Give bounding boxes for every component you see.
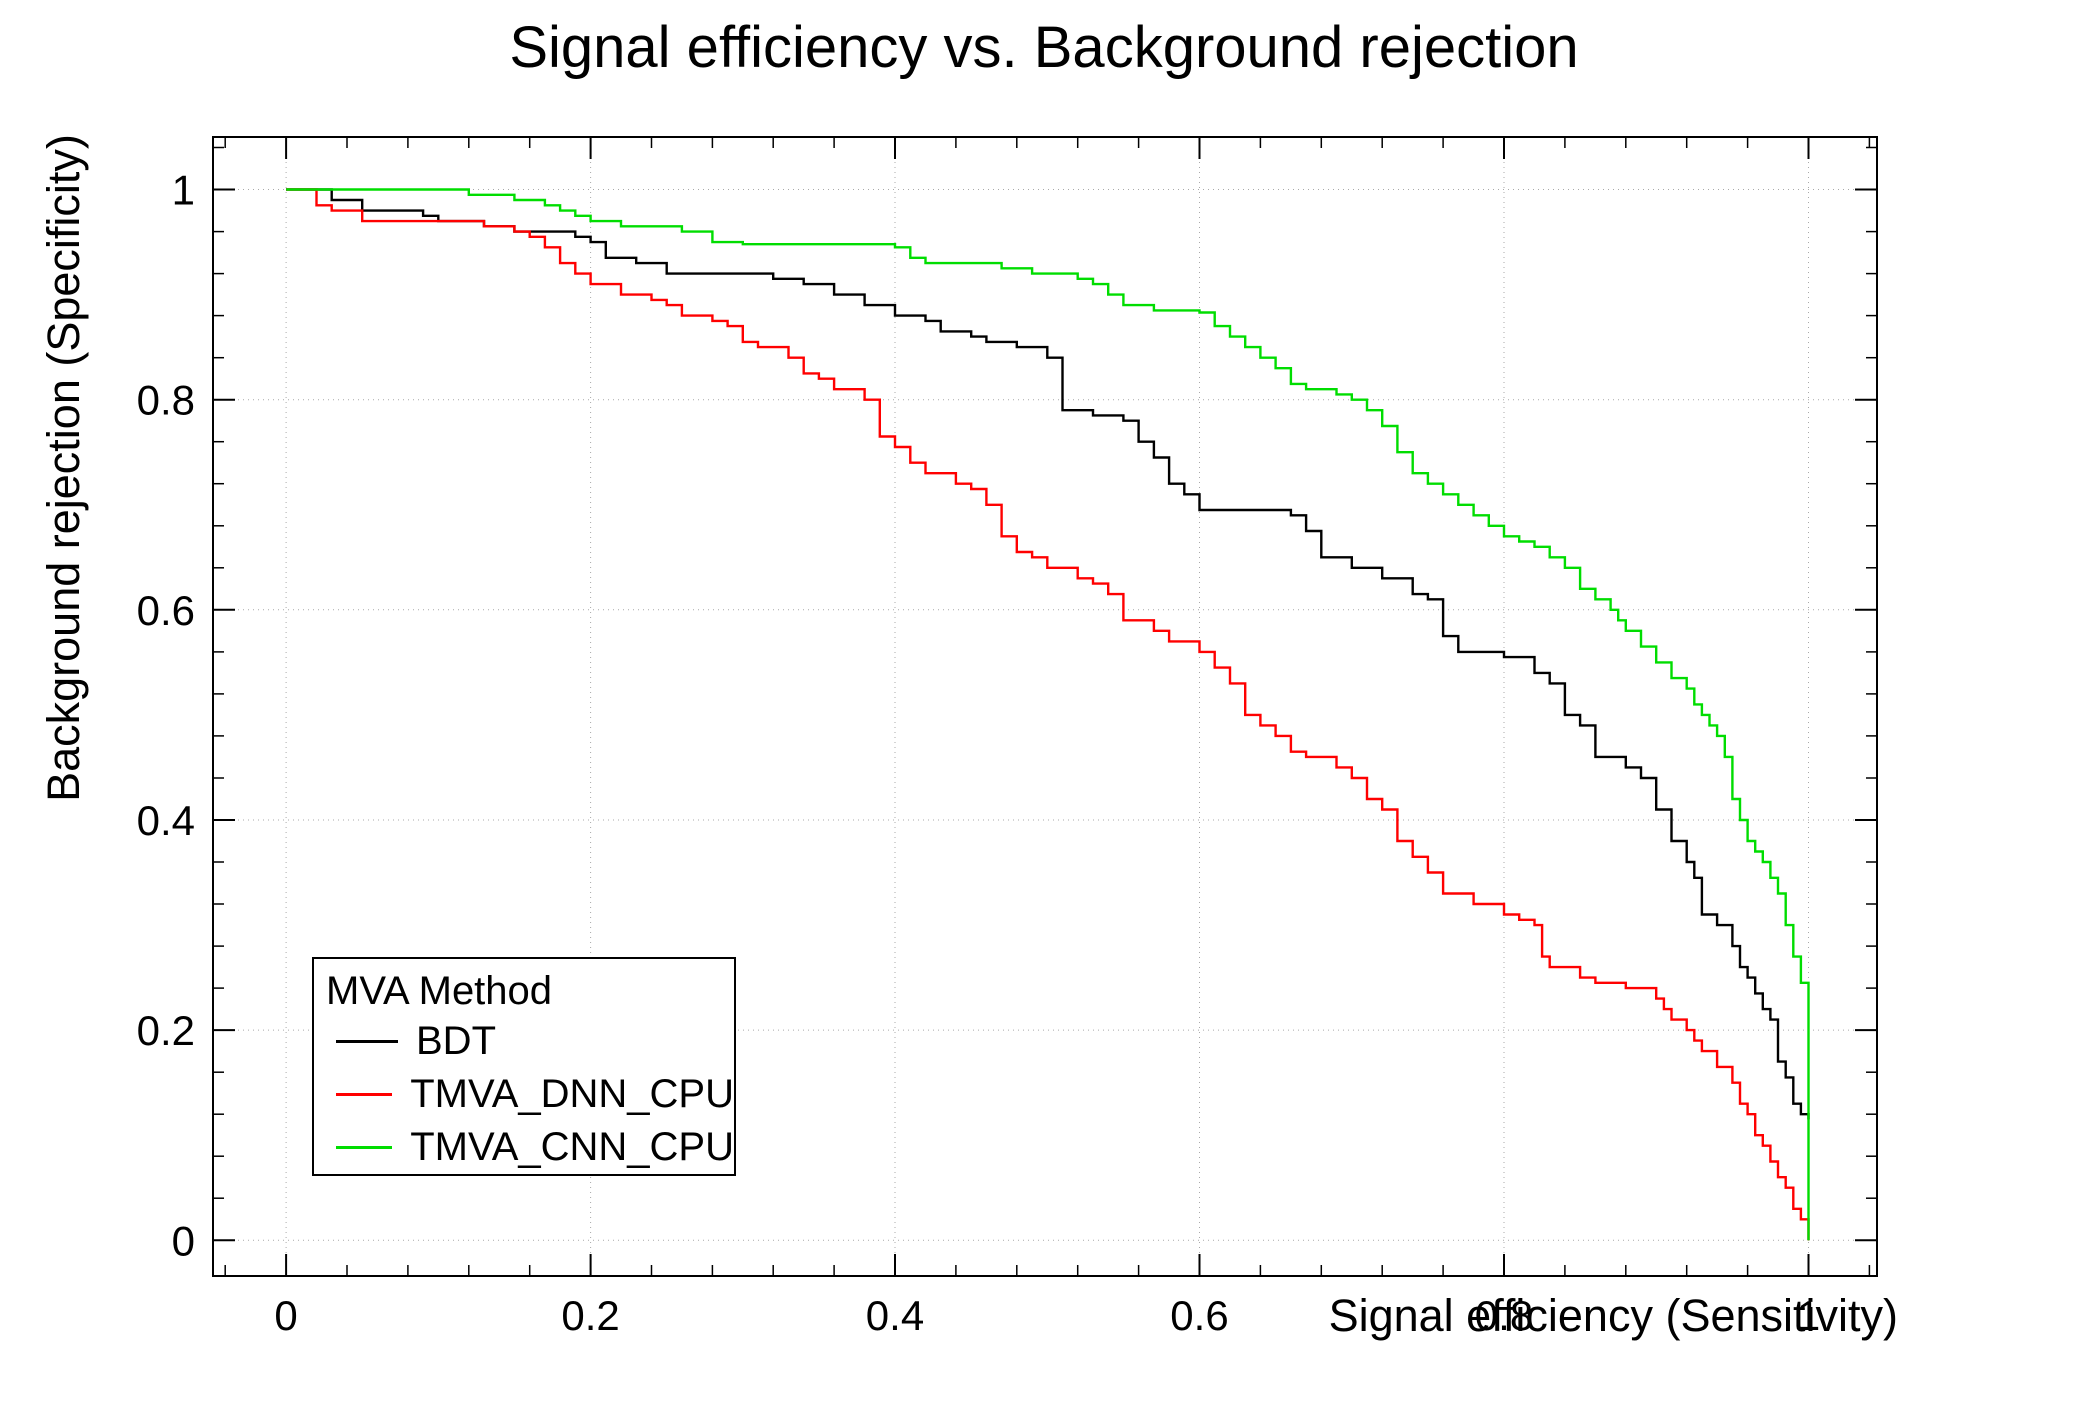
x-tick-label: 0.8 bbox=[1475, 1292, 1533, 1339]
x-axis-title: Signal efficiency (Sensitivity) bbox=[1328, 1290, 1898, 1341]
y-tick-label: 0.4 bbox=[137, 797, 195, 844]
plot-frame bbox=[212, 136, 1878, 1277]
x-tick-label: 0.4 bbox=[866, 1292, 924, 1339]
legend-label-tmva-cnn-cpu: TMVA_CNN_CPU bbox=[410, 1125, 734, 1169]
legend-line-tmva-cnn-cpu-icon bbox=[336, 1146, 393, 1149]
legend-title: MVA Method bbox=[326, 969, 553, 1013]
curve-tmva_dnn_cpu bbox=[286, 188, 1810, 1241]
x-tick-label: 0.6 bbox=[1170, 1292, 1228, 1339]
legend-label-bdt: BDT bbox=[416, 1019, 496, 1063]
chart-title: Signal efficiency vs. Background rejecti… bbox=[509, 15, 1579, 80]
x-tick-label: 1 bbox=[1797, 1292, 1820, 1339]
legend-line-tmva-dnn-cpu-icon bbox=[336, 1093, 393, 1096]
legend-entry-tmva-cnn-cpu: TMVA_CNN_CPU bbox=[326, 1121, 734, 1174]
legend-label-tmva-dnn-cpu: TMVA_DNN_CPU bbox=[410, 1072, 734, 1116]
y-tick-label: 0 bbox=[172, 1217, 195, 1264]
x-tick-label: 0 bbox=[274, 1292, 297, 1339]
curve-bdt bbox=[286, 188, 1810, 1120]
legend: MVA Method BDT TMVA_DNN_CPU TMVA_CNN_CPU bbox=[312, 957, 736, 1176]
y-axis-title: Background rejection (Specificity) bbox=[38, 134, 89, 802]
legend-entry-tmva-dnn-cpu: TMVA_DNN_CPU bbox=[326, 1068, 734, 1121]
y-tick-label: 0.8 bbox=[137, 377, 195, 424]
y-tick-label: 0.2 bbox=[137, 1007, 195, 1054]
y-tick-label: 1 bbox=[172, 167, 195, 214]
y-tick-label: 0.6 bbox=[137, 587, 195, 634]
x-tick-label: 0.2 bbox=[561, 1292, 619, 1339]
legend-entry-bdt: BDT bbox=[326, 1015, 734, 1068]
curve-tmva_cnn_cpu bbox=[286, 188, 1810, 1241]
legend-line-bdt-icon bbox=[336, 1040, 398, 1043]
